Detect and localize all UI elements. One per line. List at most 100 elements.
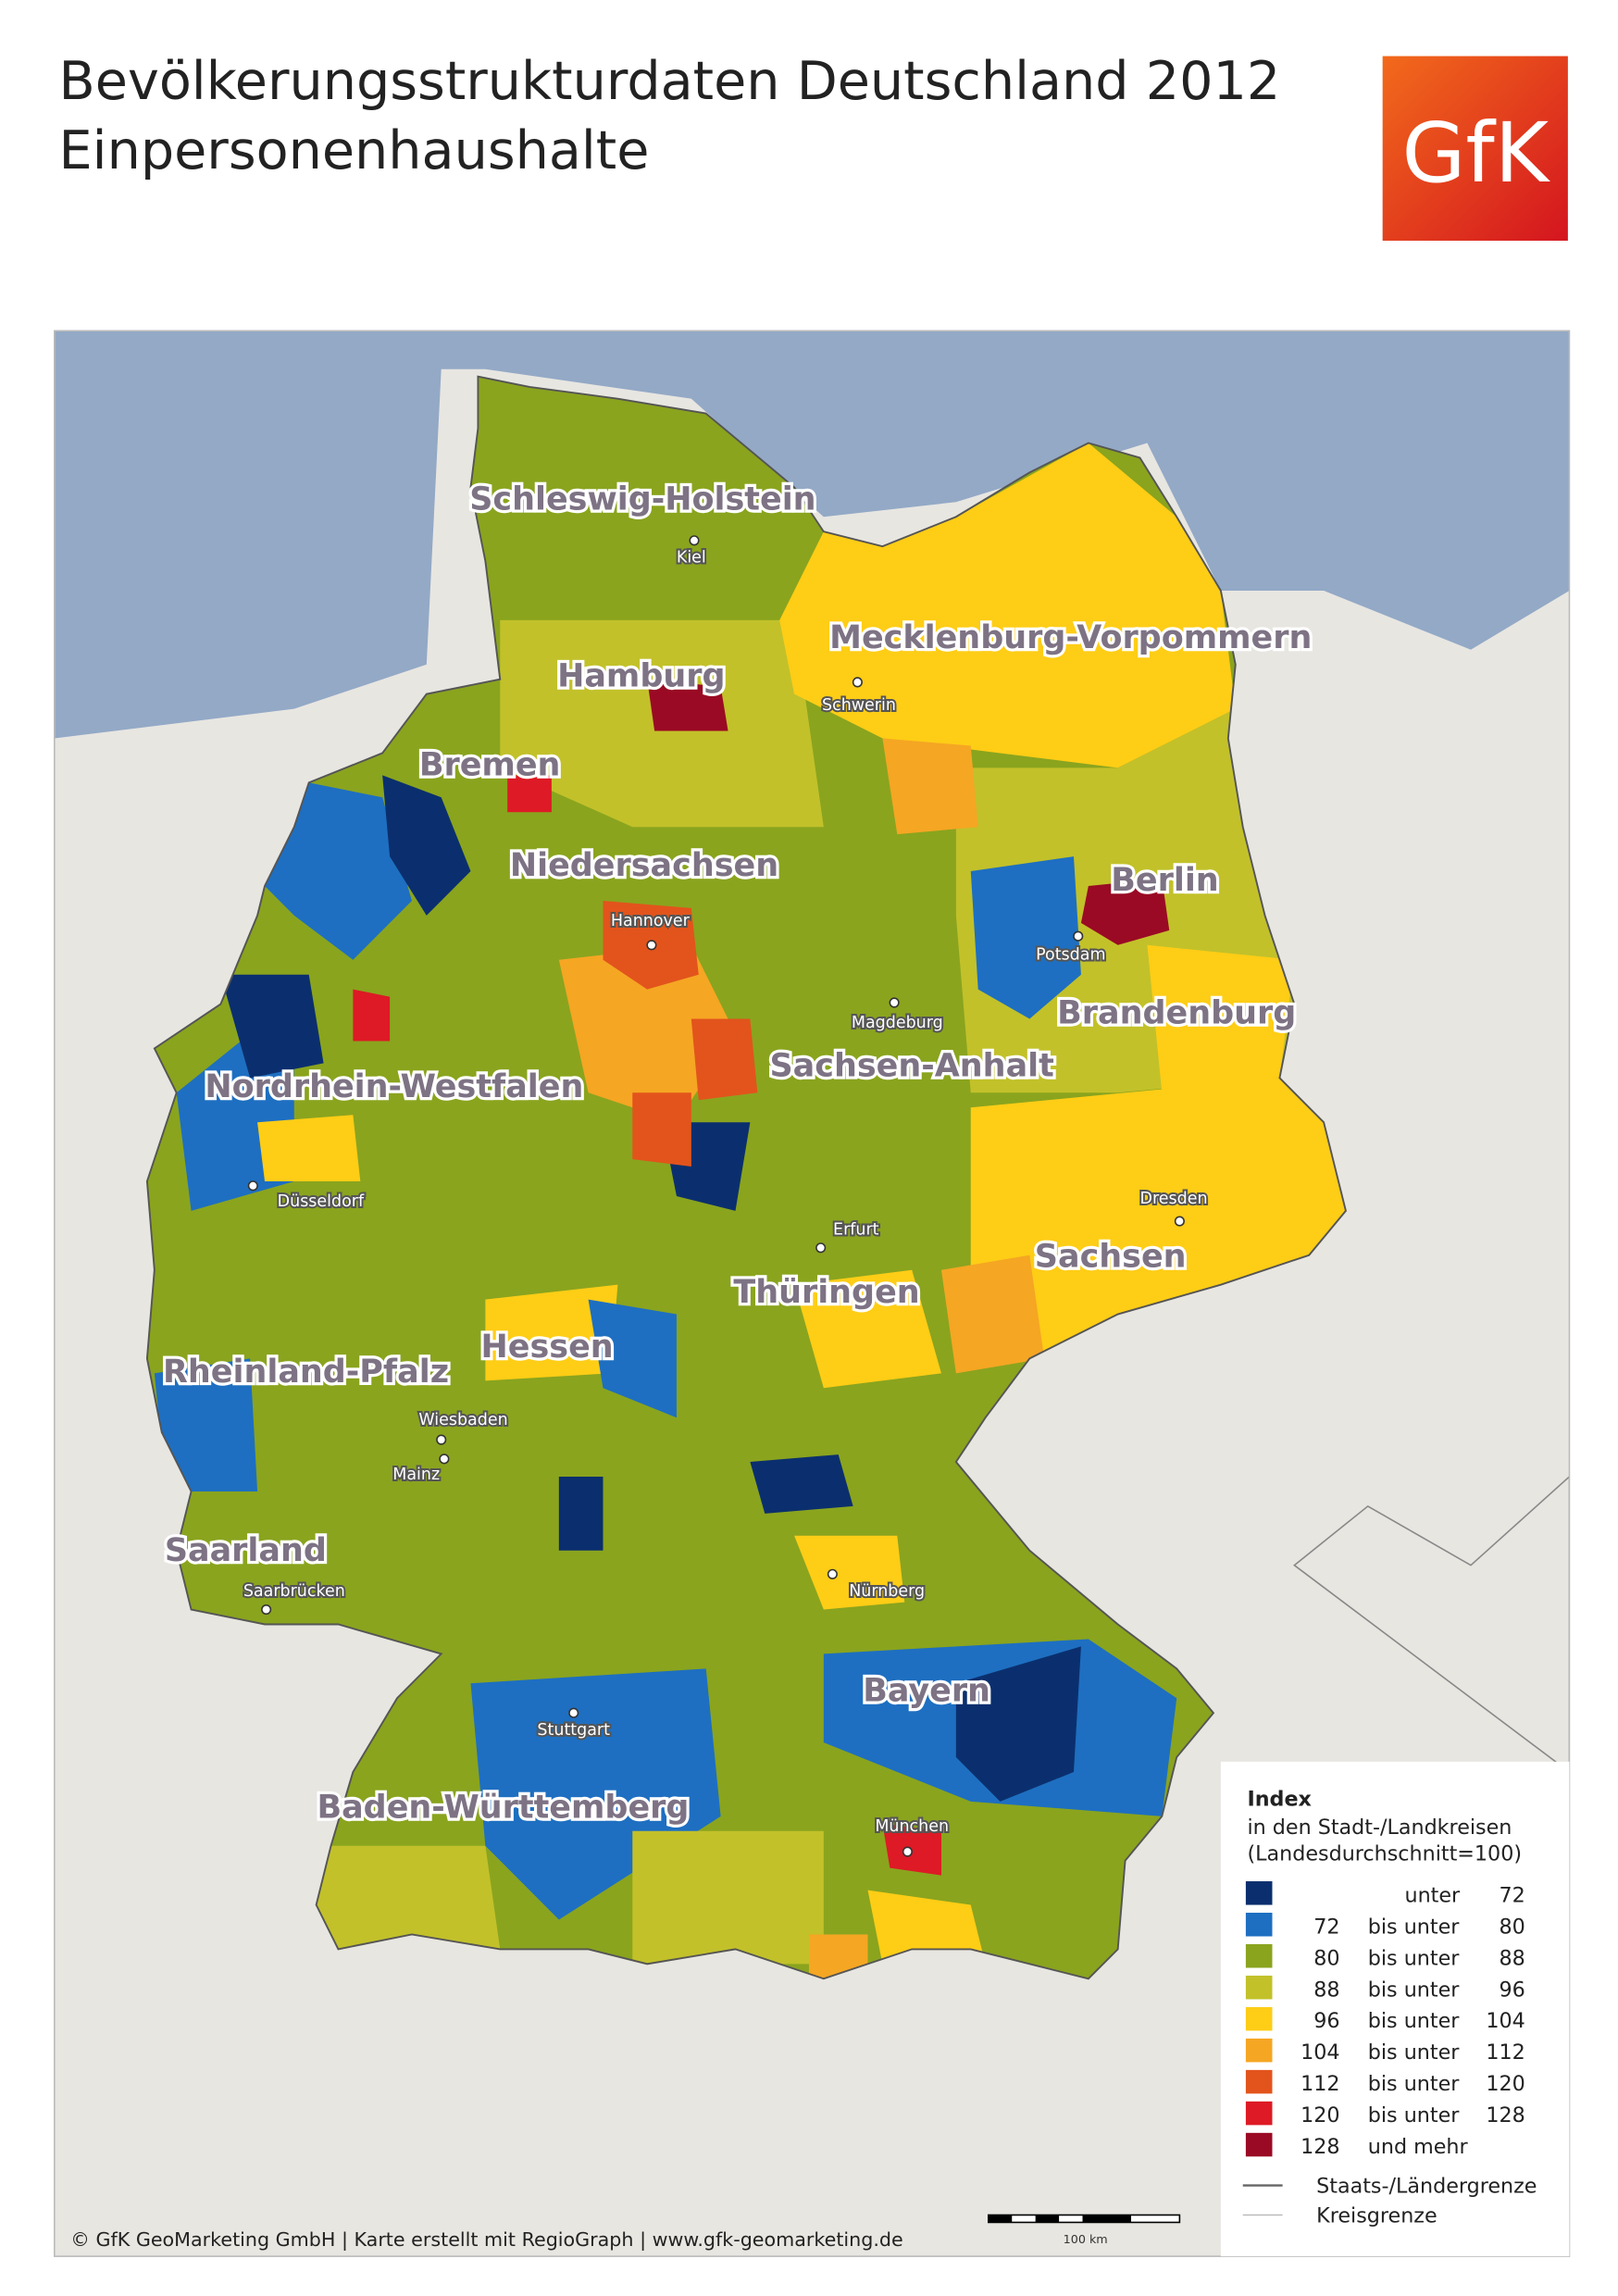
- legend-to: 120: [1486, 2072, 1525, 2096]
- district: [485, 1284, 618, 1381]
- footer: © GfK GeoMarketing GmbH | Karte erstellt…: [70, 2228, 902, 2252]
- city-label: München: [875, 1817, 949, 1836]
- city-dot: [436, 1434, 447, 1445]
- district: [750, 1454, 853, 1514]
- city-dot: [1073, 930, 1084, 942]
- legend-border-label: Kreisgrenze: [1316, 2203, 1438, 2227]
- state-label: Sachsen-Anhalt: [770, 1047, 1054, 1085]
- legend-to: 72: [1500, 1883, 1525, 1907]
- legend-to: 80: [1500, 1915, 1525, 1939]
- district: [1147, 944, 1295, 1093]
- district: [867, 1890, 986, 1965]
- legend-connector: bis unter: [1368, 1915, 1460, 1939]
- city-dot: [568, 1707, 579, 1718]
- legend-from: 88: [1313, 1978, 1339, 2002]
- state-label: Niedersachsen: [510, 846, 778, 884]
- district: [257, 1115, 361, 1181]
- city-label: Dresden: [1140, 1190, 1208, 1208]
- city-label: Kiel: [677, 549, 706, 568]
- state-label: Rheinland-Pfalz: [163, 1353, 449, 1391]
- city-label: Stuttgart: [537, 1721, 610, 1740]
- district: [632, 1830, 824, 1965]
- scale-bar-segment: [1082, 2215, 1131, 2223]
- legend-swatch: [1245, 2006, 1273, 2031]
- district: [220, 974, 324, 1079]
- district: [632, 1092, 691, 1167]
- legend-connector: bis unter: [1368, 2072, 1460, 2096]
- legend-border-label: Staats-/Ländergrenze: [1316, 2175, 1537, 2199]
- legend-swatch: [1245, 1975, 1273, 2000]
- legend-to: 96: [1500, 1978, 1525, 2002]
- state-label: Nordrhein-Westfalen: [205, 1067, 583, 1105]
- state-label: Baden-Württemberg: [317, 1788, 689, 1826]
- scaled-layer: Bevölkerungsstrukturdaten Deutschland 20…: [53, 50, 1571, 2257]
- neighbor-border: [1293, 1475, 1570, 1773]
- map-frame: [53, 330, 1571, 2257]
- district: [154, 1358, 258, 1491]
- city-label: Nürnberg: [849, 1582, 925, 1601]
- scale-bar-segment: [1035, 2215, 1060, 2223]
- legend-connector: bis unter: [1368, 2009, 1460, 2033]
- legend-swatch: [1245, 2038, 1273, 2063]
- district: [470, 1668, 721, 1920]
- legend-from: 104: [1301, 2040, 1339, 2065]
- legend-to: 128: [1486, 2103, 1525, 2128]
- logo-box: [1382, 56, 1568, 241]
- city-dot: [261, 1603, 272, 1616]
- legend-box: [1220, 1761, 1570, 2257]
- district: [588, 1299, 677, 1418]
- district: [794, 1535, 905, 1610]
- district: [691, 1018, 758, 1101]
- city-dot: [902, 1846, 913, 1857]
- city-dot: [1174, 1216, 1185, 1227]
- legend-to: 104: [1486, 2009, 1525, 2033]
- subtitle: Einpersonenhaushalte: [59, 119, 650, 181]
- district: [970, 1078, 1346, 1359]
- state-label: Saarland: [165, 1531, 327, 1569]
- city-label: Saarbrücken: [243, 1582, 345, 1601]
- legend-connector: und mehr: [1368, 2135, 1469, 2159]
- legend-swatch: [1245, 2101, 1273, 2126]
- state-label: Hamburg: [557, 657, 725, 695]
- legend-swatch: [1245, 1881, 1273, 1905]
- district: [794, 1269, 941, 1389]
- legend-swatch: [1245, 2069, 1273, 2094]
- city-label: Magdeburg: [852, 1014, 943, 1032]
- district: [1080, 879, 1170, 945]
- legend-from: 112: [1301, 2072, 1339, 2096]
- district: [265, 782, 412, 960]
- sea: [54, 331, 1570, 739]
- city-dot: [852, 677, 863, 688]
- map: [54, 331, 1570, 2257]
- city-dot: [827, 1568, 838, 1579]
- state-label: Thüringen: [733, 1273, 919, 1311]
- legend-connector: bis unter: [1368, 2040, 1460, 2065]
- legend-connector: bis unter: [1368, 2103, 1460, 2128]
- scale-label: 100 km: [1064, 2233, 1108, 2247]
- legend-from: 72: [1313, 1915, 1339, 1939]
- legend-connector: bis unter: [1368, 1946, 1460, 1970]
- city-label: Hannover: [611, 912, 691, 930]
- district: [353, 989, 391, 1042]
- legend-from: 128: [1301, 2135, 1339, 2159]
- city-dot: [889, 997, 900, 1008]
- city-dot: [247, 1180, 258, 1192]
- legend-to: 112: [1486, 2040, 1525, 2065]
- legend-connector: bis unter: [1368, 1978, 1460, 2002]
- district: [382, 775, 471, 916]
- legend-from: 80: [1313, 1946, 1339, 1970]
- legend-connector: unter: [1404, 1883, 1461, 1907]
- legend-from: 120: [1301, 2103, 1339, 2128]
- state-label: Brandenburg: [1057, 993, 1296, 1031]
- district: [647, 679, 728, 731]
- state-label: Hessen: [481, 1328, 614, 1366]
- district: [507, 775, 552, 813]
- city-label: Düsseldorf: [278, 1192, 365, 1211]
- state-label: Bayern: [863, 1671, 990, 1709]
- title: Bevölkerungsstrukturdaten Deutschland 20…: [59, 50, 1281, 112]
- state-label: Bremen: [419, 745, 561, 783]
- state-label: Mecklenburg-Vorpommern: [829, 618, 1312, 656]
- district: [558, 944, 736, 1123]
